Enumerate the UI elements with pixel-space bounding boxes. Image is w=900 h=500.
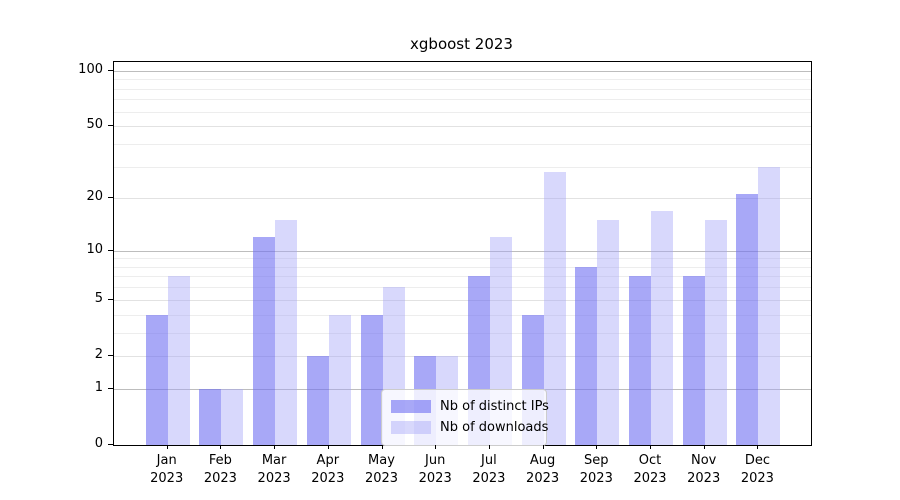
gridline-30 xyxy=(114,166,811,168)
bar-downloads-nov xyxy=(704,220,727,445)
legend-row-downloads: Nb of downloads xyxy=(391,417,548,438)
x-tick-mark-jun xyxy=(435,445,437,449)
bar-downloads-oct xyxy=(651,210,673,445)
gridline-7 xyxy=(114,276,811,278)
x-tick-label-sep: Sep 2023 xyxy=(579,453,613,486)
bar-distinct_ips-may xyxy=(360,314,383,445)
x-tick-mark-apr xyxy=(327,445,329,449)
x-tick-label-apr: Apr 2023 xyxy=(311,453,345,486)
y-tick-label-100: 100 xyxy=(78,61,103,77)
bar-distinct_ips-feb xyxy=(199,388,222,445)
x-tick-mark-jul xyxy=(488,445,490,449)
bar-distinct_ips-apr xyxy=(306,355,329,445)
gridline-3 xyxy=(114,332,811,334)
x-tick-mark-sep xyxy=(596,445,598,449)
legend: Nb of distinct IPs Nb of downloads xyxy=(381,389,549,446)
gridline-40 xyxy=(114,143,811,145)
x-tick-mark-oct xyxy=(650,445,651,449)
bar-distinct_ips-nov xyxy=(682,276,705,445)
x-tick-mark-jan xyxy=(166,445,168,449)
x-tick-mark-may xyxy=(381,445,383,449)
x-tick-label-jul: Jul 2023 xyxy=(472,453,506,486)
gridline-100 xyxy=(114,70,811,72)
gridline-90 xyxy=(114,79,811,81)
x-tick-label-oct: Oct 2023 xyxy=(633,453,667,486)
gridline-50 xyxy=(114,126,811,128)
y-tick-label-5: 5 xyxy=(94,290,103,306)
y-tick-label-10: 10 xyxy=(86,241,103,257)
x-tick-label-dec: Dec 2023 xyxy=(740,453,774,486)
x-tick-label-nov: Nov 2023 xyxy=(687,453,721,486)
gridline-70 xyxy=(114,99,811,101)
gridline-5 xyxy=(114,299,811,301)
y-tick-mark-5 xyxy=(108,298,113,300)
bar-distinct_ips-mar xyxy=(253,237,276,445)
gridline-10 xyxy=(114,250,811,252)
y-tick-label-50: 50 xyxy=(86,117,103,133)
x-tick-label-jan: Jan 2023 xyxy=(150,453,184,486)
legend-label-downloads: Nb of downloads xyxy=(440,420,549,435)
bar-downloads-jan xyxy=(167,276,190,445)
y-tick-mark-10 xyxy=(108,249,113,251)
x-tick-mark-aug xyxy=(542,445,544,449)
bar-downloads-mar xyxy=(275,220,298,445)
gridline-80 xyxy=(114,88,811,90)
chart-title: xgboost 2023 xyxy=(410,35,513,53)
x-tick-label-aug: Aug 2023 xyxy=(526,453,560,486)
x-tick-label-jun: Jun 2023 xyxy=(418,453,452,486)
bar-distinct_ips-oct xyxy=(629,276,651,445)
x-tick-label-feb: Feb 2023 xyxy=(203,453,237,486)
legend-swatch-distinct-ips xyxy=(391,400,431,413)
x-tick-label-may: May 2023 xyxy=(364,453,399,486)
legend-swatch-downloads xyxy=(391,421,431,434)
bar-downloads-sep xyxy=(597,220,620,445)
gridline-2 xyxy=(114,355,811,357)
bar-distinct_ips-jan xyxy=(145,314,168,445)
gridline-8 xyxy=(114,266,811,268)
bar-downloads-dec xyxy=(758,166,781,445)
x-tick-mark-dec xyxy=(757,445,759,449)
bar-distinct_ips-dec xyxy=(736,194,759,445)
gridline-20 xyxy=(114,198,811,200)
x-tick-mark-feb xyxy=(220,445,222,449)
legend-row-distinct-ips: Nb of distinct IPs xyxy=(391,396,549,417)
bar-distinct_ips-sep xyxy=(575,266,598,445)
y-tick-mark-20 xyxy=(108,197,113,199)
y-tick-mark-2 xyxy=(108,354,113,356)
y-tick-label-0: 0 xyxy=(94,436,103,451)
y-tick-mark-50 xyxy=(108,125,113,127)
y-tick-label-20: 20 xyxy=(86,189,103,205)
y-tick-label-2: 2 xyxy=(94,346,103,362)
y-tick-label-1: 1 xyxy=(94,379,103,395)
x-tick-mark-mar xyxy=(274,445,276,449)
legend-label-distinct-ips: Nb of distinct IPs xyxy=(440,399,549,414)
bar-downloads-feb xyxy=(221,388,244,445)
x-tick-label-mar: Mar 2023 xyxy=(257,453,291,486)
y-tick-mark-1 xyxy=(108,387,113,389)
gridline-4 xyxy=(114,314,811,316)
bar-downloads-aug xyxy=(543,171,566,445)
x-tick-mark-nov xyxy=(703,445,705,449)
bar-downloads-apr xyxy=(328,314,351,445)
plot-area: Nb of distinct IPs Nb of downloads xyxy=(113,61,812,446)
y-tick-mark-0 xyxy=(108,444,113,445)
gridline-9 xyxy=(114,258,811,260)
y-tick-mark-100 xyxy=(108,69,113,71)
gridline-6 xyxy=(114,287,811,289)
gridline-60 xyxy=(114,111,811,113)
